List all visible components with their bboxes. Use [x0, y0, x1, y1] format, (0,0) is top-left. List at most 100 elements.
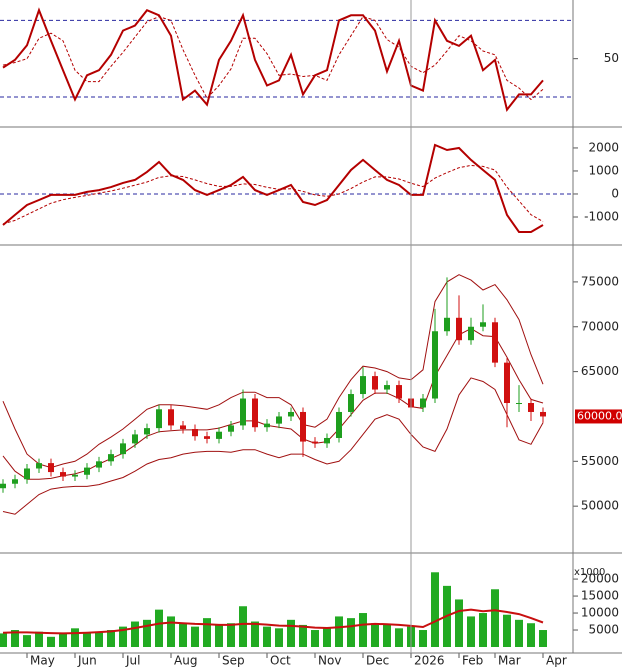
last-price-box: [575, 409, 622, 424]
volume-bar: [143, 619, 151, 647]
x-tick-label: May: [30, 654, 55, 668]
volume-bar: [503, 614, 511, 647]
candle-body: [36, 463, 42, 469]
candle-body: [540, 411, 546, 417]
volume-bar: [383, 624, 391, 647]
y-tick-label: 65000: [581, 364, 619, 378]
candle-body: [156, 409, 162, 429]
volume-bar: [263, 626, 271, 647]
candle-body: [96, 461, 102, 468]
candle-body: [0, 483, 6, 489]
candle-body: [60, 472, 66, 477]
volume-bar: [167, 616, 175, 647]
x-tick-label: Oct: [270, 654, 291, 668]
candle-body: [12, 479, 18, 484]
candle-body: [516, 403, 522, 405]
volume-bar: [35, 631, 43, 647]
candle-body: [192, 429, 198, 437]
x-tick-label: Nov: [318, 654, 341, 668]
volume-bar: [335, 616, 343, 647]
volume-bar: [287, 619, 295, 647]
volume-bar: [227, 623, 235, 647]
volume-bar: [0, 633, 7, 647]
volume-bar: [119, 626, 127, 647]
band-line: [2, 377, 544, 515]
y-tick-label: 5000: [588, 623, 619, 637]
y-tick-label: 20000: [581, 572, 619, 586]
y-tick-label: 70000: [581, 319, 619, 333]
band-line: [2, 274, 544, 469]
x-tick-label: 2026: [414, 654, 445, 668]
volume-bar: [539, 630, 547, 647]
candle-body: [108, 454, 114, 462]
y-tick-label: 2000: [588, 140, 619, 154]
candle-body: [168, 409, 174, 426]
candle-body: [204, 436, 210, 439]
volume-bar: [239, 606, 247, 647]
x-tick-label: Feb: [462, 654, 483, 668]
candle-body: [180, 425, 186, 430]
candle-body: [360, 376, 366, 395]
volume-bar: [491, 589, 499, 647]
band-line: [2, 328, 544, 480]
candle-body: [528, 403, 534, 412]
candle-body: [132, 434, 138, 444]
candle-body: [120, 443, 126, 455]
candle-body: [228, 425, 234, 432]
candle-body: [396, 385, 402, 399]
candle-body: [480, 322, 486, 327]
candle-body: [300, 411, 306, 442]
candle-body: [384, 385, 390, 390]
volume-bar: [359, 613, 367, 647]
unit-label: x1000: [574, 567, 605, 578]
volume-bar: [155, 609, 163, 647]
y-tick-label: -1000: [584, 209, 619, 223]
candle-body: [24, 468, 30, 480]
volume-bar: [395, 628, 403, 647]
y-tick-label: 0: [611, 186, 619, 200]
x-tick-label: Mar: [498, 654, 521, 668]
indicator-line: [2, 164, 544, 225]
x-tick-label: Aug: [174, 654, 197, 668]
volume-bar: [431, 572, 439, 647]
candle-body: [84, 467, 90, 475]
volume-bar: [467, 616, 475, 647]
y-tick-label: 15000: [581, 589, 619, 603]
y-tick-label: 1000: [588, 163, 619, 177]
volume-bar: [419, 630, 427, 647]
x-tick-label: Jul: [125, 654, 140, 668]
candle-body: [240, 398, 246, 426]
candle-body: [144, 428, 150, 435]
volume-bar: [455, 599, 463, 647]
indicator-line: [2, 16, 544, 101]
volume-bar: [203, 618, 211, 647]
volume-bar: [95, 631, 103, 647]
y-tick-label: 75000: [581, 274, 619, 288]
y-tick-label: 10000: [581, 606, 619, 620]
x-tick-label: Jun: [77, 654, 97, 668]
last-price-label: 60000.00: [577, 409, 622, 422]
candle-body: [312, 441, 318, 444]
volume-bar: [515, 619, 523, 647]
candle-body: [420, 398, 426, 408]
candle-body: [324, 437, 330, 444]
candle-body: [48, 463, 54, 473]
candle-body: [456, 317, 462, 341]
candle-body: [252, 398, 258, 428]
volume-bar: [323, 628, 331, 647]
y-tick-label: 50: [604, 51, 619, 65]
volume-bar: [251, 621, 259, 647]
candle-body: [216, 431, 222, 439]
candle-body: [492, 322, 498, 363]
volume-bar: [215, 624, 223, 647]
candle-body: [372, 376, 378, 390]
volume-bar: [371, 623, 379, 647]
x-tick-label: Apr: [546, 654, 567, 668]
candle-body: [504, 362, 510, 404]
candle-body: [276, 416, 282, 424]
volume-bar: [311, 630, 319, 647]
candle-body: [468, 326, 474, 341]
volume-bar: [131, 621, 139, 647]
